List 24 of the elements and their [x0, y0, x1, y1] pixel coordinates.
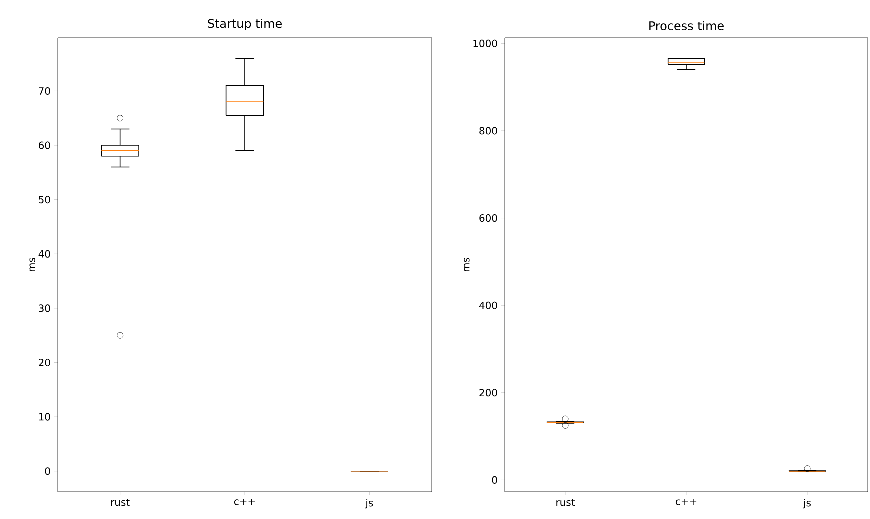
- y-tick-label: 0: [492, 476, 498, 484]
- y-tick-label: 0: [45, 468, 50, 476]
- chart-title: Process time: [650, 21, 724, 31]
- y-tick-label: 30: [39, 304, 50, 312]
- y-tick-label: 40: [38, 250, 50, 258]
- x-tick-label: js: [803, 499, 811, 509]
- y-tick-label: 800: [480, 127, 498, 135]
- y-tick-label: 200: [480, 389, 498, 397]
- y-tick-label: 10: [39, 413, 50, 421]
- x-tick-label: c++: [234, 499, 256, 506]
- x-tick-label: rust: [556, 499, 576, 506]
- y-tick-label: 50: [39, 196, 50, 204]
- y-tick-label: 400: [479, 302, 498, 310]
- x-tick-label: js: [366, 499, 374, 509]
- x-tick-label: c++: [676, 499, 697, 506]
- y-tick-label: 20: [39, 358, 50, 367]
- y-tick-label: 600: [480, 214, 498, 222]
- y-axis-title: ms: [30, 258, 36, 272]
- y-tick-label: 60: [39, 142, 50, 150]
- y-axis-title: ms: [464, 258, 470, 272]
- chart-title: Startup time: [208, 18, 282, 30]
- x-tick-label: rust: [111, 499, 130, 506]
- y-tick-label: 1000: [474, 40, 498, 48]
- y-tick-label: 70: [39, 87, 50, 95]
